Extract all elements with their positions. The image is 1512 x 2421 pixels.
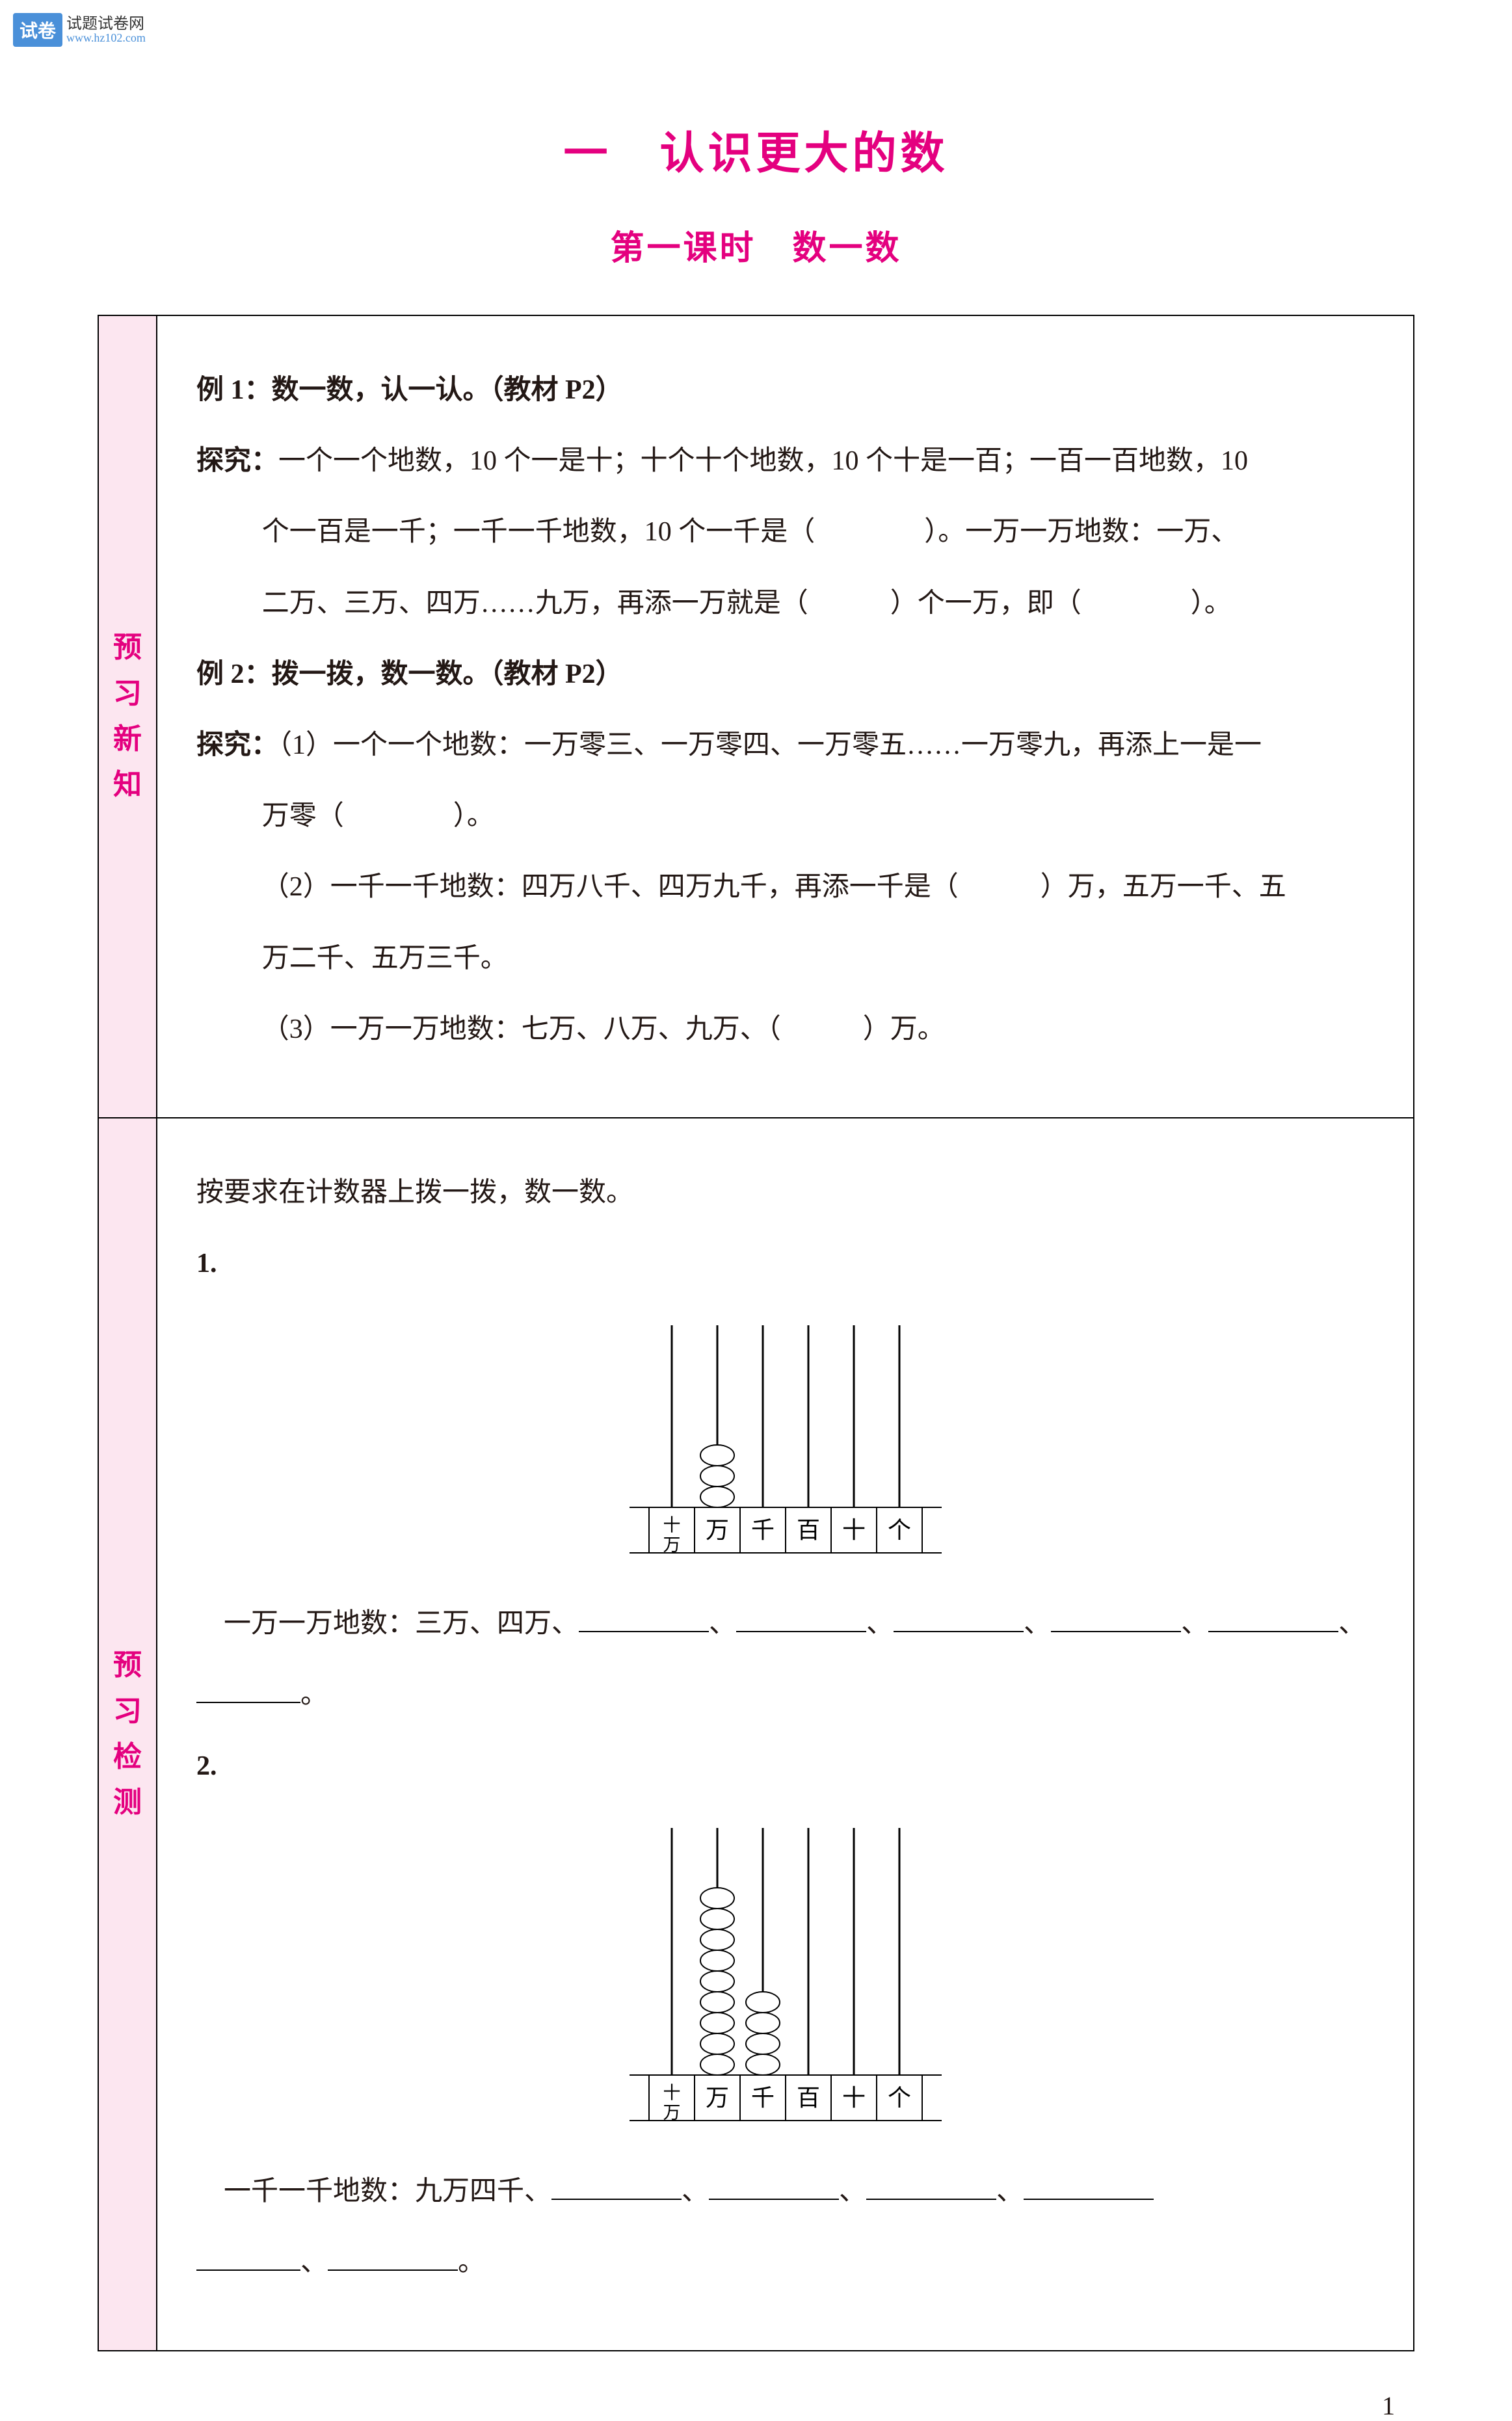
svg-text:千: 千 — [750, 1517, 774, 1543]
content-cell-2: 按要求在计数器上拨一拨，数一数。 1. 十万万千百十个 一万一万地数：三万、四万… — [157, 1118, 1414, 2351]
inquiry2-item2b: 万二千、五万三千。 — [196, 923, 1374, 994]
svg-text:百: 百 — [796, 2085, 819, 2111]
inquiry2-item1: （1）一个一个地数：一万零三、一万零四、一万零五……一万零九，再添上一是一 — [278, 730, 1262, 760]
inquiry1-label: 探究： — [196, 446, 278, 476]
side-label-char-1-2: 习 — [113, 671, 142, 717]
inquiry2-item2: （2）一千一千地数：四万八千、四万九千，再添一千是（ ）万，五万一千、五 — [196, 852, 1374, 923]
side-label-char-2-1: 预 — [113, 1643, 142, 1688]
logo-url: www.hz102.com — [66, 32, 146, 44]
example1-title: 例 1：数一数，认一认。（教材 P2） — [196, 355, 1374, 426]
svg-text:万: 万 — [663, 1535, 680, 1555]
svg-text:十: 十 — [842, 1517, 865, 1543]
q1-blank-4[interactable] — [1051, 1600, 1181, 1632]
svg-text:十: 十 — [663, 2083, 680, 2102]
logo-text: 试题试卷网 — [66, 16, 146, 32]
inquiry2-label: 探究： — [196, 730, 278, 760]
side-label-char-1-1: 预 — [113, 625, 142, 670]
q2-sep-2: 、 — [839, 2176, 866, 2206]
section-row-2: 预 习 检 测 按要求在计数器上拨一拨，数一数。 1. 十万万千百十个 一万一万… — [98, 1118, 1414, 2351]
inquiry2-item1b: 万零（ ）。 — [196, 781, 1374, 852]
counter-svg-2: 十万万千百十个 — [617, 1821, 955, 2127]
q1-blank-2[interactable] — [736, 1600, 866, 1632]
q2-sep-3: 、 — [996, 2176, 1024, 2206]
site-logo: 试卷 试题试卷网 www.hz102.com — [13, 13, 146, 47]
page: 一 认识更大的数 第一课时 数一数 预 习 新 知 例 1：数一数，认一认。（教… — [0, 0, 1512, 2416]
q2-blank-3[interactable] — [866, 2167, 996, 2199]
q2-prompt-a: 一千一千地数：九万四千、 — [224, 2176, 551, 2206]
q1-prompt-line2: 。 — [196, 1660, 1374, 1730]
side-label-2: 预 习 检 测 — [98, 1118, 157, 2351]
q1-sep-1: 、 — [709, 1609, 736, 1639]
q1-sep-5: 、 — [1338, 1609, 1366, 1639]
section-row-1: 预 习 新 知 例 1：数一数，认一认。（教材 P2） 探究：一个一个地数，10… — [98, 315, 1414, 1118]
q1-blank-3[interactable] — [894, 1600, 1024, 1632]
q1-sep-3: 、 — [1024, 1609, 1051, 1639]
side-label-char-2-4: 测 — [113, 1780, 142, 1825]
q2-blank-1[interactable] — [551, 2167, 682, 2199]
side-label-char-2-2: 习 — [113, 1689, 142, 1734]
logo-box: 试卷 — [13, 13, 62, 47]
q2-num: 2. — [196, 1731, 1374, 1802]
logo-text-box: 试题试卷网 www.hz102.com — [66, 16, 146, 44]
q1-sep-4: 、 — [1181, 1609, 1208, 1639]
exercise-intro: 按要求在计数器上拨一拨，数一数。 — [196, 1158, 1374, 1228]
svg-text:千: 千 — [750, 2085, 774, 2111]
counter-1: 十万万千百十个 — [196, 1319, 1374, 1563]
content-table: 预 习 新 知 例 1：数一数，认一认。（教材 P2） 探究：一个一个地数，10… — [98, 315, 1414, 2351]
q1-sep-2: 、 — [866, 1609, 894, 1639]
inquiry2-item1-wrap: 探究：（1）一个一个地数：一万零三、一万零四、一万零五……一万零九，再添上一是一 — [196, 710, 1374, 781]
page-number: 1 — [1382, 2390, 1395, 2421]
svg-text:万: 万 — [663, 2103, 680, 2123]
q2-blank-4[interactable] — [1024, 2167, 1154, 2199]
inquiry1-line1-wrap: 探究：一个一个地数，10 个一是十；十个十个地数，10 个十是一百；一百一百地数… — [196, 426, 1374, 497]
side-label-text-1: 预 习 新 知 — [99, 625, 156, 808]
side-label-text-2: 预 习 检 测 — [99, 1643, 156, 1826]
counter-2: 十万万千百十个 — [196, 1821, 1374, 2130]
q2-blank-2[interactable] — [709, 2167, 839, 2199]
example2-title: 例 2：拨一拨，数一数。（教材 P2） — [196, 639, 1374, 710]
inquiry2-item3: （3）一万一万地数：七万、八万、九万、（ ）万。 — [196, 994, 1374, 1065]
q1-num: 1. — [196, 1228, 1374, 1299]
q1-end: 。 — [300, 1680, 328, 1710]
svg-text:万: 万 — [705, 2085, 728, 2111]
q1-blank-1[interactable] — [579, 1600, 709, 1632]
q1-prompt-line: 一万一万地数：三万、四万、 、 、 、 、 、 — [196, 1589, 1374, 1660]
lesson-title: 第一课时 数一数 — [98, 220, 1414, 269]
q2-prompt-line: 一千一千地数：九万四千、 、 、 、 — [196, 2156, 1374, 2227]
unit-title: 一 认识更大的数 — [98, 117, 1414, 181]
content-cell-1: 例 1：数一数，认一认。（教材 P2） 探究：一个一个地数，10 个一是十；十个… — [157, 315, 1414, 1118]
svg-text:十: 十 — [842, 2085, 865, 2111]
inquiry1-line1: 一个一个地数，10 个一是十；十个十个地数，10 个十是一百；一百一百地数，10 — [278, 446, 1248, 476]
q1-blank-6[interactable] — [196, 1671, 300, 1703]
svg-text:十: 十 — [663, 1516, 680, 1535]
side-label-char-1-3: 新 — [113, 717, 142, 762]
q1-blank-5[interactable] — [1208, 1600, 1338, 1632]
q2-end: 。 — [458, 2247, 485, 2277]
inquiry1-line3: 二万、三万、四万……九万，再添一万就是（ ）个一万，即（ ）。 — [196, 568, 1374, 639]
q2-blank-6[interactable] — [328, 2238, 458, 2271]
side-label-1: 预 习 新 知 — [98, 315, 157, 1118]
side-label-char-2-3: 检 — [113, 1734, 142, 1780]
q2-prompt-line2: 、。 — [196, 2227, 1374, 2298]
svg-text:个: 个 — [887, 2085, 910, 2111]
q2-sep-1: 、 — [682, 2176, 709, 2206]
side-label-char-1-4: 知 — [113, 762, 142, 808]
counter-svg-1: 十万万千百十个 — [617, 1319, 955, 1559]
svg-text:个: 个 — [887, 1517, 910, 1543]
inquiry1-line2: 个一百是一千；一千一千地数，10 个一千是（ ）。一万一万地数：一万、 — [196, 497, 1374, 568]
q2-sep-5: 、 — [300, 2247, 328, 2277]
q2-blank-5[interactable] — [196, 2238, 300, 2271]
q1-prompt-a: 一万一万地数：三万、四万、 — [224, 1609, 579, 1639]
svg-text:百: 百 — [796, 1517, 819, 1543]
svg-text:万: 万 — [705, 1517, 728, 1543]
